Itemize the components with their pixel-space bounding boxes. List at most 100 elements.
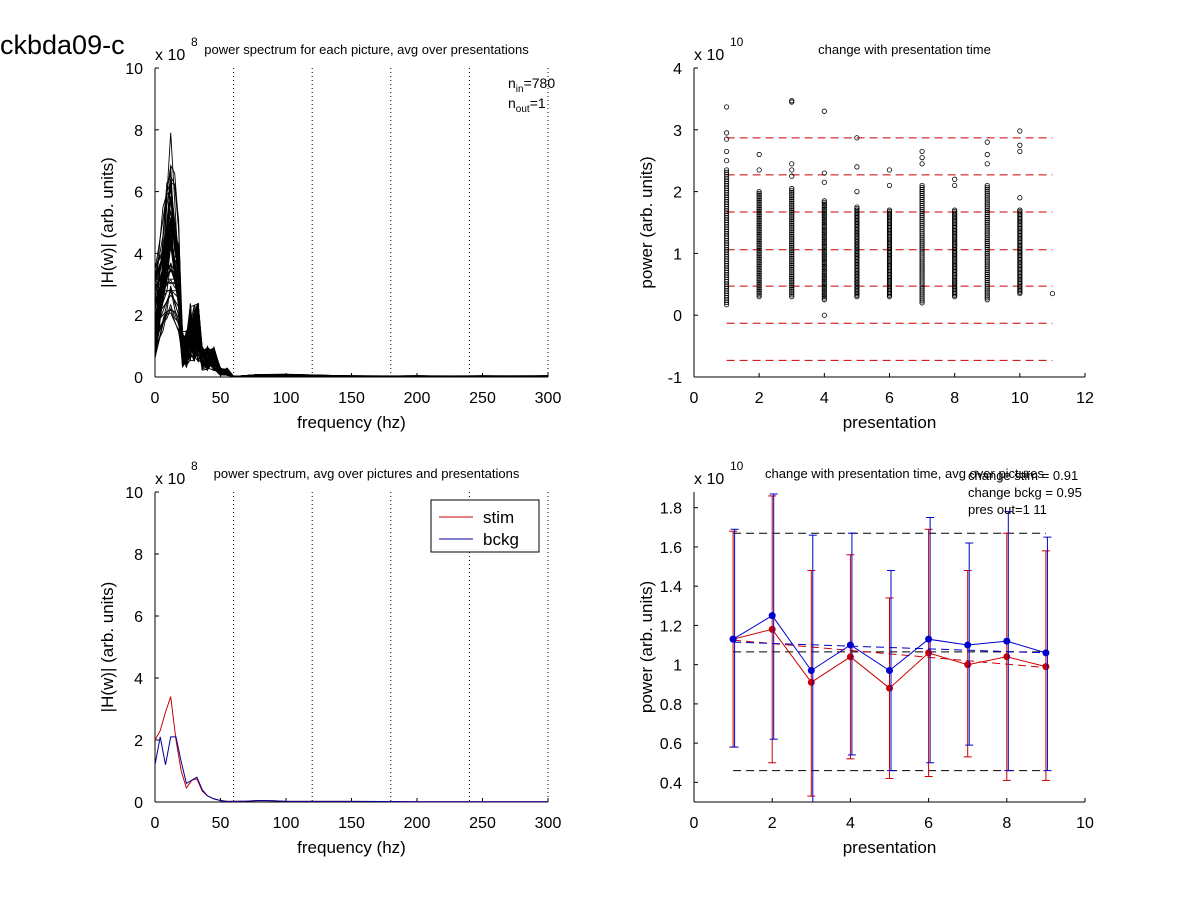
data-point	[789, 211, 795, 217]
data-point	[984, 291, 990, 297]
data-point	[789, 253, 795, 259]
data-point	[789, 198, 795, 204]
data-point	[984, 223, 990, 229]
data-point	[789, 196, 795, 203]
data-point	[984, 184, 990, 190]
data-point	[854, 207, 860, 213]
y-tick-label: 2	[134, 733, 143, 750]
data-point	[984, 229, 990, 235]
data-point	[756, 270, 762, 277]
data-point	[821, 225, 827, 231]
y-tick-label: 1	[673, 658, 682, 675]
data-point	[984, 233, 990, 239]
data-point	[919, 208, 925, 214]
data-point	[756, 219, 762, 225]
data-point	[789, 266, 795, 272]
data-point	[723, 158, 730, 164]
data-point	[919, 284, 925, 290]
y-tick-label: 1.2	[660, 618, 682, 635]
data-point	[821, 108, 827, 114]
data-point	[756, 281, 762, 287]
data-point	[821, 256, 827, 263]
data-point	[984, 254, 990, 260]
data-point	[789, 272, 795, 278]
data-point	[807, 667, 815, 675]
data-point	[821, 213, 827, 219]
x-axis-label: frequency (hz)	[297, 413, 406, 432]
data-point	[919, 234, 925, 240]
data-point	[821, 261, 827, 268]
x-tick-label: 250	[469, 390, 496, 407]
data-point	[756, 249, 762, 255]
data-point	[919, 270, 925, 276]
data-point	[821, 312, 827, 318]
y-tick-label: 2	[134, 308, 143, 325]
data-point	[821, 245, 827, 251]
data-point	[756, 267, 762, 273]
data-point	[756, 292, 762, 298]
trend-line	[733, 641, 1046, 654]
data-point	[821, 275, 827, 281]
data-point	[952, 207, 958, 213]
data-point	[984, 293, 990, 299]
data-point	[919, 260, 925, 266]
data-point	[919, 246, 925, 252]
x-tick-label: 150	[338, 390, 365, 407]
data-point	[789, 202, 795, 208]
data-point	[789, 288, 795, 294]
data-point	[789, 213, 795, 219]
data-point	[984, 240, 990, 247]
data-point	[789, 283, 795, 289]
data-point	[1017, 128, 1023, 134]
exponent-power: 8	[191, 35, 198, 49]
data-point	[789, 220, 795, 226]
exponent-base: x 10	[155, 47, 185, 64]
data-point	[789, 268, 795, 274]
exponent-power: 10	[730, 35, 744, 49]
data-point	[789, 218, 795, 225]
panel-1: 0 50 100 150 200 250 300 0 2 4 6 8 10 frequency (hz) |…	[98, 35, 561, 432]
data-point	[984, 139, 990, 145]
data-point	[768, 612, 776, 620]
x-axis-label: presentation	[843, 413, 937, 432]
data-point	[919, 184, 925, 191]
data-point	[919, 290, 925, 296]
x-tick-label: 2	[768, 815, 777, 832]
data-point	[821, 228, 827, 234]
data-point	[789, 237, 795, 243]
data-point	[919, 182, 925, 189]
data-point	[919, 188, 925, 194]
data-point	[919, 280, 925, 286]
data-point	[789, 244, 795, 250]
data-point	[886, 207, 893, 213]
data-point	[723, 148, 730, 155]
data-point	[919, 224, 925, 230]
data-point	[919, 274, 925, 280]
data-point	[756, 213, 762, 220]
data-point	[984, 196, 990, 202]
exponent-base: x 10	[694, 471, 724, 488]
exponent-base: x 10	[155, 471, 185, 488]
data-point	[984, 225, 990, 231]
data-point	[756, 238, 762, 245]
data-point	[789, 257, 795, 263]
data-point	[919, 266, 925, 272]
data-point	[984, 198, 990, 204]
data-point	[984, 242, 990, 249]
panel-title: change with presentation time, avg over …	[765, 466, 1044, 481]
data-point	[756, 217, 762, 223]
spectrum-line	[154, 166, 549, 378]
exponent-power: 8	[191, 459, 198, 473]
x-axis-label: presentation	[843, 838, 937, 857]
x-tick-label: 300	[535, 815, 562, 832]
x-tick-label: 2	[755, 390, 764, 407]
spectrum-line	[154, 132, 549, 378]
data-point	[756, 226, 762, 232]
data-point	[756, 228, 762, 234]
panel-title: change with presentation time	[818, 42, 991, 57]
legend-label-bckg: bckg	[483, 530, 519, 549]
data-point	[768, 625, 776, 633]
spectrum-line	[154, 218, 549, 378]
y-axis-label: |H(w)| (arb. units)	[98, 157, 117, 288]
data-point	[756, 208, 762, 214]
